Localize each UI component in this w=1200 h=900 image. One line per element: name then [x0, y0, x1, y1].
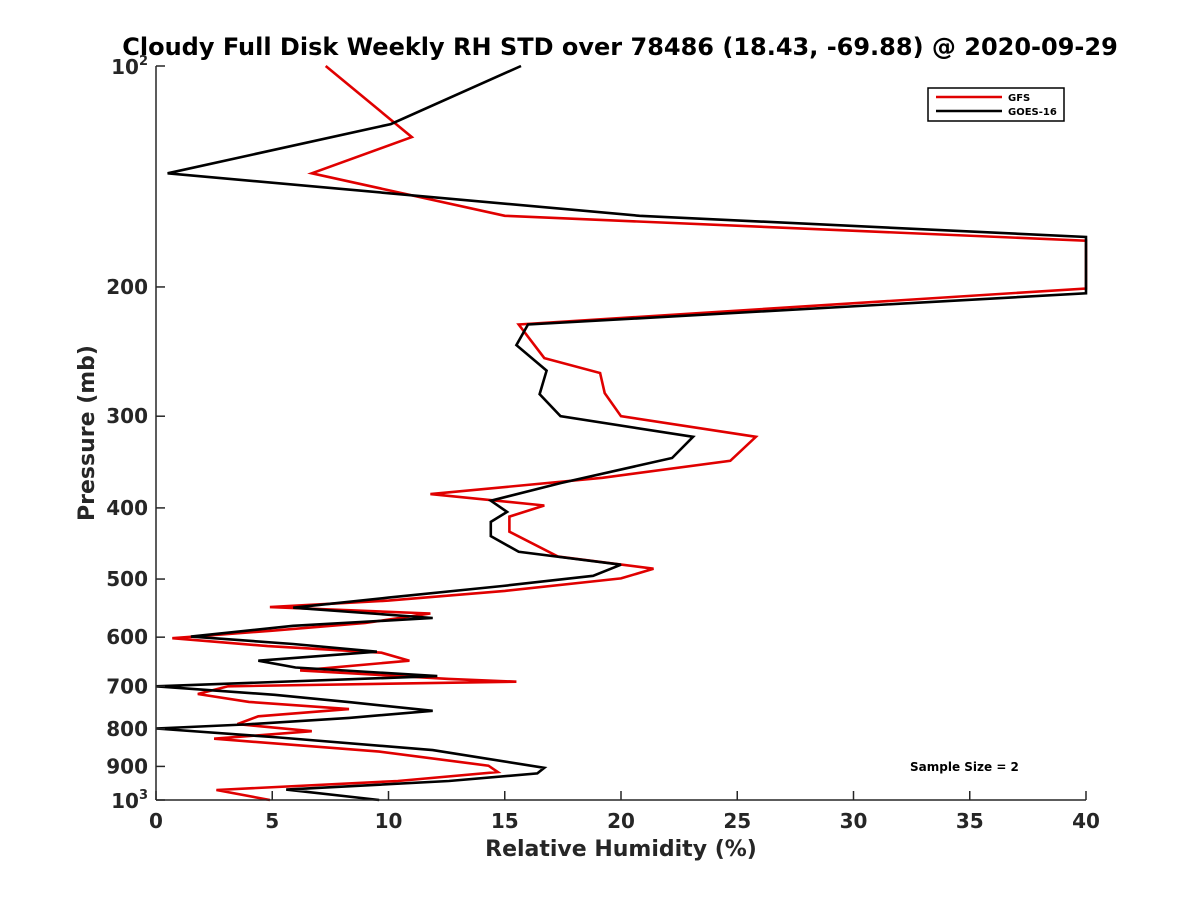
y-tick-label: 300 [106, 404, 148, 428]
y-tick-label: 700 [106, 674, 148, 698]
x-axis-label: Relative Humidity (%) [485, 837, 757, 862]
y-tick-label: 102 [111, 54, 148, 79]
y-tick-label: 103 [111, 788, 148, 813]
x-tick-label: 20 [607, 809, 635, 833]
y-tick-label: 500 [106, 567, 148, 591]
x-tick-label: 40 [1072, 809, 1100, 833]
plot-area [156, 66, 1086, 800]
y-axis-label: Pressure (mb) [75, 345, 100, 521]
y-tick-label: 900 [106, 754, 148, 778]
y-tick-label: 600 [106, 625, 148, 649]
x-tick-label: 15 [491, 809, 519, 833]
x-tick-label: 0 [149, 809, 163, 833]
series-line-goes-16 [155, 64, 1088, 802]
x-tick-label: 30 [840, 809, 868, 833]
legend-label-gfs: GFS [1008, 93, 1030, 104]
x-tick-label: 35 [956, 809, 984, 833]
legend: GFS GOES-16 [927, 87, 1065, 122]
y-tick-label: 200 [106, 275, 148, 299]
chart-title: Cloudy Full Disk Weekly RH STD over 7848… [122, 33, 1118, 61]
x-tick-label: 25 [723, 809, 751, 833]
series-layer [155, 64, 1088, 802]
sample-size-annotation: Sample Size = 2 [910, 760, 1019, 774]
x-tick-label: 10 [375, 809, 403, 833]
legend-label-goes16: GOES-16 [1008, 107, 1057, 118]
y-ticks: 102 200 300 400 500 600 700 800 900 103 [106, 54, 165, 813]
x-tick-label: 5 [265, 809, 279, 833]
x-ticks: 0 5 10 15 20 25 30 35 40 [149, 791, 1100, 833]
y-tick-label: 800 [106, 717, 148, 741]
y-tick-label: 400 [106, 496, 148, 520]
legend-box [927, 87, 1065, 122]
